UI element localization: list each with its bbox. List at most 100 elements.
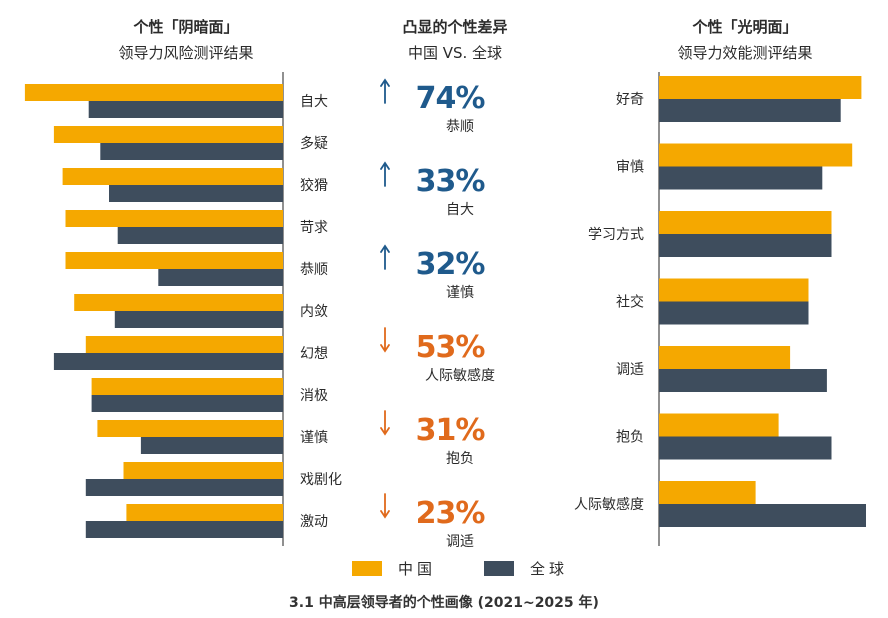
left-category-label: 内敛 <box>300 304 328 320</box>
arrow-glyph <box>380 410 390 436</box>
highlight-row: 33% <box>380 161 540 201</box>
middle-header: 凸显的个性差异 中国 VS. 全球 <box>365 14 545 66</box>
right-bar-global-0 <box>659 99 841 122</box>
left-bar-global-3 <box>117 227 283 244</box>
left-bar-china-2 <box>62 168 283 185</box>
right-bar-china-0 <box>659 76 862 99</box>
highlight-label: 抱负 <box>446 451 474 467</box>
left-bar-global-0 <box>88 101 283 118</box>
legend-swatch-global <box>484 560 515 576</box>
left-header-subtitle: 领导力风险测评结果 <box>118 44 254 62</box>
arrow-down-icon <box>380 493 504 526</box>
legend-label-global: 全球 <box>530 559 569 578</box>
arrow-up-icon <box>380 78 504 111</box>
highlight-row: 23% <box>380 493 540 533</box>
highlight-percent: 23% <box>415 495 486 531</box>
middle-header-title: 凸显的个性差异 <box>402 18 508 36</box>
right-bar-global-4 <box>659 369 827 392</box>
highlight-percent: 33% <box>415 163 486 199</box>
left-bar-global-8 <box>140 437 283 454</box>
arrow-up-icon <box>380 161 504 194</box>
left-bar-global-2 <box>109 185 283 202</box>
arrow-glyph <box>380 327 390 353</box>
highlight-percent: 32% <box>415 246 486 282</box>
right-bar-china-1 <box>659 143 853 167</box>
highlight-label: 自大 <box>446 202 474 218</box>
legend-swatch-china <box>352 560 382 576</box>
highlight-row: 53% <box>380 327 540 367</box>
highlight-item: 33% 自大 <box>380 161 540 219</box>
left-bar-china-4 <box>65 252 283 269</box>
arrow-path <box>380 327 390 353</box>
arrow-path <box>380 410 390 436</box>
arrow-glyph <box>380 161 390 187</box>
highlight-percent: 74% <box>415 80 486 116</box>
highlight-item: 32% 谨慎 <box>380 244 540 302</box>
left-bar-global-7 <box>91 395 283 412</box>
left-bar-global-9 <box>85 479 283 496</box>
arrow-down-icon <box>380 410 504 443</box>
left-bar-china-9 <box>123 462 283 479</box>
right-category-label: 审慎 <box>616 160 644 176</box>
right-bar-global-5 <box>659 436 832 460</box>
left-category-label: 多疑 <box>300 135 328 152</box>
left-category-label: 狡猾 <box>300 178 328 194</box>
right-bar-global-6 <box>659 504 866 527</box>
highlight-row: 32% <box>380 244 540 284</box>
right-bar-china-5 <box>659 413 779 437</box>
left-bar-china-1 <box>53 126 284 143</box>
highlight-percent: 53% <box>415 329 486 365</box>
highlight-row: 74% <box>380 78 540 118</box>
left-category-label: 自大 <box>300 94 328 110</box>
arrow-down-icon <box>380 327 504 360</box>
left-category-label: 消极 <box>300 388 328 404</box>
right-bar-china-6 <box>659 481 756 504</box>
arrow-glyph <box>380 493 390 519</box>
left-category-label: 幻想 <box>300 346 328 362</box>
highlight-item: 31% 抱负 <box>380 410 540 468</box>
left-bar-china-10 <box>126 504 284 521</box>
right-header-subtitle: 领导力效能测评结果 <box>677 44 813 62</box>
arrow-path <box>380 161 390 187</box>
right-bar-china-3 <box>659 278 809 302</box>
highlight-item: 53% 人际敏感度 <box>380 327 540 385</box>
arrow-glyph <box>380 78 390 104</box>
left-category-label: 谨慎 <box>300 430 328 446</box>
right-category-label: 抱负 <box>616 430 644 446</box>
arrow-path <box>380 493 390 519</box>
arrow-up-icon <box>380 244 504 277</box>
arrow-path <box>380 244 390 270</box>
middle-header-subtitle: 中国 VS. 全球 <box>407 44 503 62</box>
highlight-label: 人际敏感度 <box>425 368 495 384</box>
left-bar-global-5 <box>114 311 283 328</box>
right-header: 个性「光明面」 领导力效能测评结果 <box>640 14 850 66</box>
right-category-label: 好奇 <box>616 91 644 108</box>
highlight-label: 谨慎 <box>446 285 474 301</box>
left-bar-global-1 <box>100 143 283 160</box>
highlight-row: 31% <box>380 410 540 450</box>
left-header-title: 个性「阴暗面」 <box>133 18 239 36</box>
right-bar-global-3 <box>659 301 809 325</box>
left-bar-china-6 <box>85 336 283 353</box>
right-bar-china-4 <box>659 346 791 369</box>
highlight-percent: 31% <box>415 412 486 448</box>
left-category-label: 戏剧化 <box>300 472 342 488</box>
left-category-label: 苛求 <box>300 219 328 236</box>
left-bar-china-5 <box>74 294 283 311</box>
highlight-label: 恭顺 <box>446 119 474 135</box>
highlight-item: 74% 恭顺 <box>380 78 540 136</box>
left-bar-global-10 <box>85 521 283 538</box>
right-category-label: 人际敏感度 <box>574 496 644 513</box>
arrow-glyph <box>380 244 390 270</box>
left-bar-china-7 <box>91 378 283 395</box>
left-bar-china-3 <box>65 210 283 227</box>
left-bar-global-6 <box>53 353 284 370</box>
left-bar-china-0 <box>24 84 284 101</box>
right-category-label: 调适 <box>616 362 644 378</box>
right-header-title: 个性「光明面」 <box>692 18 798 36</box>
right-category-label: 社交 <box>616 294 644 311</box>
figure-caption: 3.1 中高层领导者的个性画像 (2021~2025 年) <box>289 595 599 611</box>
left-bar-global-4 <box>158 269 283 286</box>
left-header: 个性「阴暗面」 领导力风险测评结果 <box>86 14 286 66</box>
legend: 中国 全球 <box>352 558 616 578</box>
